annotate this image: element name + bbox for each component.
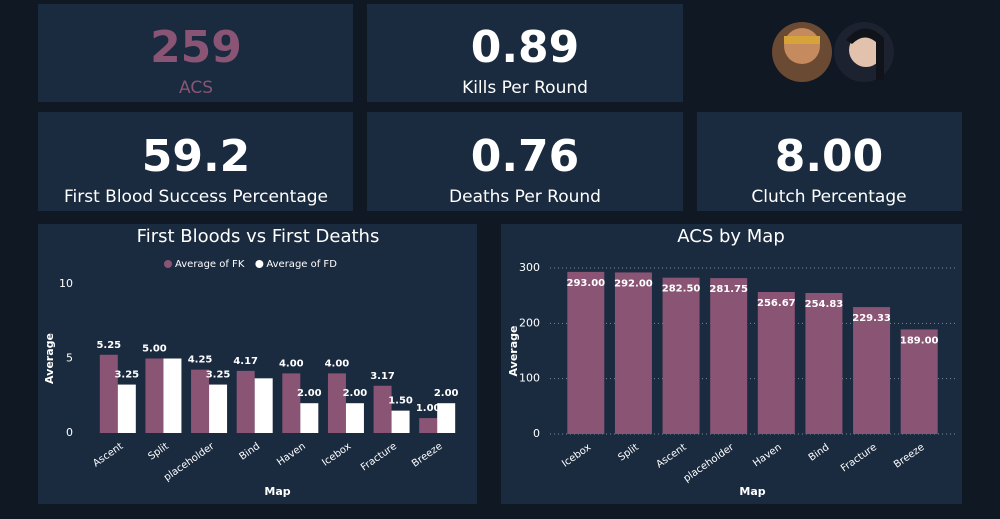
legend-label: Average of FD bbox=[266, 259, 337, 270]
value-label: 1.00 bbox=[416, 403, 441, 414]
bar bbox=[900, 329, 938, 434]
value-label: 3.25 bbox=[206, 370, 231, 381]
card bbox=[697, 112, 962, 211]
bar bbox=[99, 354, 118, 433]
kpi-value: 259 bbox=[150, 22, 242, 73]
kpi-label: Clutch Percentage bbox=[751, 187, 906, 207]
avatar bbox=[784, 28, 820, 64]
bar bbox=[300, 403, 319, 433]
bar bbox=[345, 403, 364, 433]
value-label: 229.33 bbox=[852, 313, 891, 324]
card bbox=[367, 112, 683, 211]
kpi-value: 59.2 bbox=[142, 131, 251, 182]
card bbox=[367, 4, 683, 102]
legend-marker bbox=[164, 260, 172, 268]
value-label: 292.00 bbox=[614, 278, 653, 289]
bar bbox=[117, 384, 136, 433]
value-label: 4.25 bbox=[188, 355, 213, 366]
x-axis-label: Map bbox=[739, 485, 765, 498]
avatar bbox=[846, 28, 884, 81]
value-label: 281.75 bbox=[709, 284, 748, 295]
value-label: 3.25 bbox=[114, 370, 139, 381]
value-label: 293.00 bbox=[567, 278, 606, 289]
x-axis-label: Map bbox=[264, 485, 290, 498]
avatar bbox=[784, 36, 820, 44]
bar bbox=[209, 384, 228, 433]
chart-title: First Bloods vs First Deaths bbox=[137, 226, 380, 247]
kpi-value: 0.89 bbox=[471, 22, 580, 73]
y-axis-label: Average bbox=[507, 326, 520, 377]
y-tick-label: 100 bbox=[519, 372, 540, 385]
value-label: 5.00 bbox=[142, 344, 167, 355]
kpi-label: Kills Per Round bbox=[462, 78, 588, 98]
y-tick-label: 0 bbox=[66, 426, 73, 439]
value-label: 256.67 bbox=[757, 298, 796, 309]
card bbox=[38, 112, 353, 211]
bar bbox=[163, 358, 182, 433]
bar bbox=[327, 373, 346, 433]
legend-label: Average of FK bbox=[175, 259, 245, 270]
kpi-label: ACS bbox=[179, 78, 213, 98]
y-axis-label: Average bbox=[43, 333, 56, 384]
value-label: 4.17 bbox=[233, 356, 258, 367]
legend-marker bbox=[255, 260, 264, 268]
kpi-label: First Blood Success Percentage bbox=[64, 187, 328, 207]
avatars bbox=[772, 22, 894, 82]
bar bbox=[419, 418, 438, 433]
bar bbox=[710, 278, 748, 434]
bar bbox=[437, 403, 456, 433]
bar bbox=[614, 272, 652, 434]
value-label: 5.25 bbox=[96, 340, 121, 351]
card bbox=[38, 4, 353, 102]
bar bbox=[236, 370, 255, 433]
y-tick-label: 200 bbox=[519, 316, 540, 329]
bar bbox=[254, 378, 273, 433]
bar bbox=[373, 385, 392, 433]
y-tick-label: 300 bbox=[519, 261, 540, 274]
bar bbox=[805, 292, 843, 434]
value-label: 4.00 bbox=[325, 358, 350, 369]
bar bbox=[853, 307, 891, 434]
bar bbox=[145, 358, 164, 433]
bar bbox=[567, 271, 605, 434]
bar bbox=[282, 373, 301, 433]
bar bbox=[191, 369, 210, 433]
kpi-value: 0.76 bbox=[471, 131, 580, 182]
value-label: 2.00 bbox=[343, 388, 368, 399]
value-label: 2.00 bbox=[434, 388, 459, 399]
value-label: 2.00 bbox=[297, 388, 322, 399]
bar bbox=[757, 291, 795, 434]
value-label: 282.50 bbox=[662, 284, 701, 295]
value-label: 4.00 bbox=[279, 358, 304, 369]
bar bbox=[662, 277, 700, 434]
value-label: 189.00 bbox=[900, 335, 939, 346]
bar bbox=[391, 410, 410, 433]
y-tick-label: 5 bbox=[66, 352, 73, 365]
y-tick-label: 0 bbox=[533, 427, 540, 440]
value-label: 254.83 bbox=[805, 299, 844, 310]
kpi-value: 8.00 bbox=[775, 131, 884, 182]
chart-title: ACS by Map bbox=[677, 226, 785, 247]
kpi-label: Deaths Per Round bbox=[449, 187, 601, 207]
value-label: 3.17 bbox=[370, 371, 395, 382]
value-label: 1.50 bbox=[388, 396, 413, 407]
avatar bbox=[849, 33, 883, 67]
y-tick-label: 10 bbox=[59, 277, 73, 290]
